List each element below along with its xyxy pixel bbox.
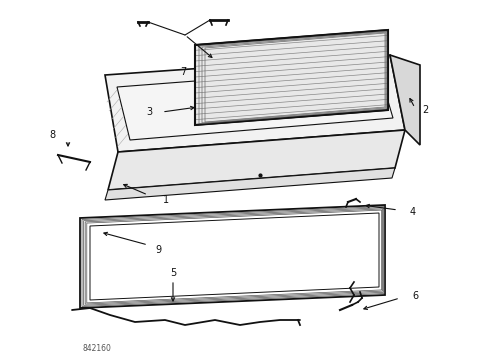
Text: 4: 4 bbox=[410, 207, 416, 217]
Text: 6: 6 bbox=[412, 291, 418, 301]
Text: 1: 1 bbox=[163, 195, 169, 205]
Text: 2: 2 bbox=[422, 105, 428, 115]
Polygon shape bbox=[195, 30, 388, 125]
Polygon shape bbox=[90, 213, 379, 300]
Polygon shape bbox=[105, 55, 405, 152]
Polygon shape bbox=[390, 55, 420, 145]
Polygon shape bbox=[80, 205, 385, 308]
Polygon shape bbox=[117, 67, 393, 140]
Text: 9: 9 bbox=[155, 245, 161, 255]
Polygon shape bbox=[87, 210, 382, 303]
Text: 3: 3 bbox=[146, 107, 152, 117]
Polygon shape bbox=[108, 130, 405, 190]
Text: 8: 8 bbox=[49, 130, 55, 140]
Text: 842160: 842160 bbox=[82, 344, 111, 353]
Text: 7: 7 bbox=[180, 67, 186, 77]
Polygon shape bbox=[105, 168, 395, 200]
Text: 5: 5 bbox=[170, 268, 176, 278]
